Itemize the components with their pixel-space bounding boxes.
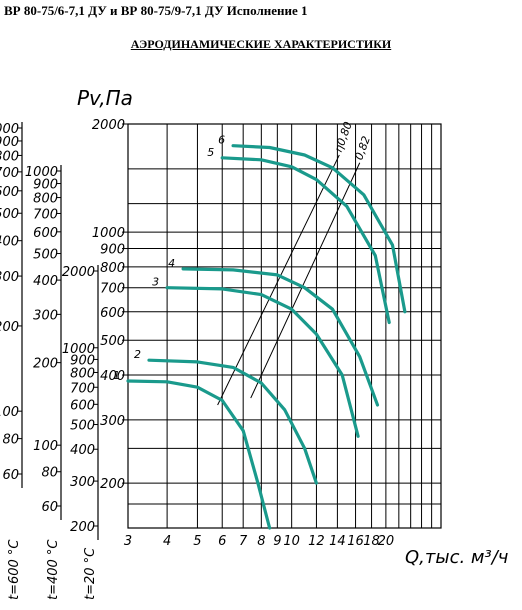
- main-axis-tick-label: 1000: [92, 226, 125, 241]
- curve-6: [231, 144, 407, 314]
- main-axis-tick-label: 500: [100, 334, 125, 349]
- main-axis-tick-label: 700: [100, 282, 125, 297]
- aux-axis-tick-label: 200: [0, 320, 19, 335]
- main-axis-tick-label: 800: [100, 261, 125, 276]
- curve-label: 2: [134, 348, 141, 361]
- curve-label: 1: [113, 369, 120, 382]
- curve-label: 6: [218, 134, 225, 147]
- x-tick-label: 9: [273, 534, 281, 549]
- curve-4: [181, 267, 380, 407]
- x-tick-label: 5: [193, 534, 201, 549]
- y-axis-title: Pv,Па: [77, 86, 133, 110]
- aux-axis-tick-label: 200: [33, 357, 58, 372]
- aux-axis-tick-label: 900: [70, 353, 95, 368]
- x-tick-label: 6: [218, 534, 226, 549]
- aux-axis-tick-label: 300: [70, 475, 95, 490]
- main-axis-tick-label: 300: [100, 414, 125, 429]
- x-tick-label: 12: [308, 534, 325, 549]
- main-axis-tick-label: 600: [100, 306, 125, 321]
- aux-axis-tick-label: 1000: [25, 165, 58, 180]
- x-tick-label: 20: [378, 534, 395, 549]
- aux-axis-tick-label: 60: [2, 468, 19, 483]
- aux-axis-tick-label: 80: [41, 466, 58, 481]
- aux-axis-label: t=600 °С: [7, 539, 22, 600]
- aux-axis-tick-label: 100: [33, 439, 58, 454]
- curve-1: [126, 379, 272, 530]
- aux-axis-tick-label: 800: [33, 192, 58, 207]
- chart-title: АЭРОДИНАМИЧЕСКИЕ ХАРАКТЕРИСТИКИ: [130, 37, 392, 51]
- curve-label: 5: [207, 146, 214, 159]
- main-axis-tick-label: 900: [100, 243, 125, 258]
- aux-axis-label: t=400 °С: [46, 539, 61, 600]
- curve-3: [165, 286, 360, 438]
- curve-2: [147, 358, 318, 485]
- aux-axis-tick-label: 700: [0, 166, 19, 181]
- main-axis-tick-label: 2000: [92, 118, 125, 133]
- page-header: ВР 80-75/6-7,1 ДУ и ВР 80-75/9-7,1 ДУ Ис…: [4, 3, 308, 18]
- x-axis-title: Q,тыс. м³/ч: [405, 547, 508, 568]
- efficiency-line: [217, 154, 340, 406]
- aux-axis-tick-label: 500: [0, 207, 19, 222]
- aux-axis-tick-label: 400: [70, 443, 95, 458]
- curve-label: 3: [152, 276, 159, 289]
- aux-axis-tick-label: 100: [0, 405, 19, 420]
- aux-axis-tick-label: 700: [70, 381, 95, 396]
- aux-axis-tick-label: 1000: [0, 122, 19, 137]
- aux-axis-tick-label: 300: [33, 308, 58, 323]
- x-tick-label: 4: [163, 534, 171, 549]
- aux-axis-tick-label: 300: [0, 270, 19, 285]
- x-tick-label: 18: [363, 534, 380, 549]
- aux-axis-tick-label: 600: [70, 398, 95, 413]
- aux-axis-tick-label: 500: [33, 248, 58, 263]
- aux-axis-tick-label: 600: [33, 226, 58, 241]
- aux-axis-tick-label: 800: [70, 366, 95, 381]
- aux-axis-tick-label: 900: [0, 135, 19, 150]
- aux-axis-tick-label: 500: [70, 419, 95, 434]
- aux-axis-label: t=20 °С: [83, 547, 98, 600]
- x-tick-label: 14: [329, 534, 346, 549]
- aux-axis-tick-label: 400: [0, 235, 19, 250]
- x-tick-label: 7: [239, 534, 248, 549]
- aux-axis-tick-label: 400: [33, 274, 58, 289]
- efficiency-label: η0,80: [332, 120, 355, 154]
- aux-axis-tick-label: 1000: [62, 342, 95, 357]
- main-axis-tick-label: 400: [100, 369, 125, 384]
- x-tick-label: 8: [257, 534, 265, 549]
- x-tick-label: 10: [283, 534, 300, 549]
- aux-axis-tick-label: 2000: [62, 265, 95, 280]
- aux-axis-tick-label: 60: [41, 500, 58, 515]
- aux-axis-tick-label: 800: [0, 149, 19, 164]
- aux-axis-tick-label: 200: [70, 520, 95, 535]
- aux-axis-tick-label: 900: [33, 178, 58, 193]
- curve-5: [220, 156, 391, 325]
- plot-frame: [127, 123, 442, 529]
- x-tick-label: 16: [347, 534, 364, 549]
- aux-axis-tick-label: 80: [2, 433, 19, 448]
- x-tick-label: 3: [124, 534, 132, 549]
- aux-axis-tick-label: 600: [0, 185, 19, 200]
- main-axis-tick-label: 200: [100, 477, 125, 492]
- aux-axis-tick-label: 700: [33, 207, 58, 222]
- efficiency-line: [250, 162, 361, 399]
- curve-label: 4: [168, 257, 175, 270]
